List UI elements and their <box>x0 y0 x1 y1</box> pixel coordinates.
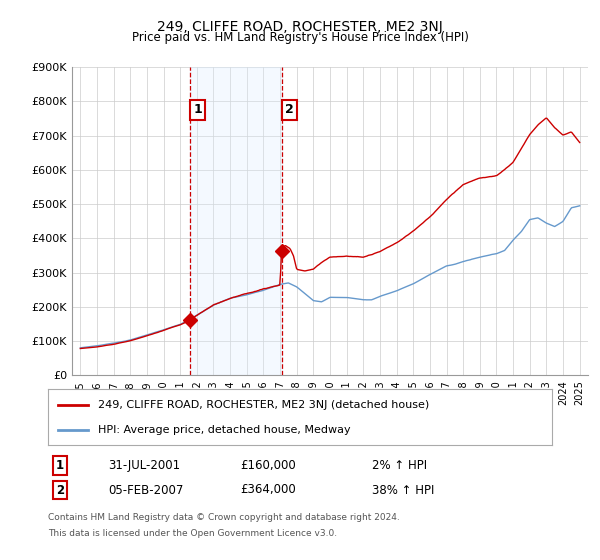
Text: £364,000: £364,000 <box>240 483 296 497</box>
Text: HPI: Average price, detached house, Medway: HPI: Average price, detached house, Medw… <box>98 424 351 435</box>
Text: 249, CLIFFE ROAD, ROCHESTER, ME2 3NJ (detached house): 249, CLIFFE ROAD, ROCHESTER, ME2 3NJ (de… <box>98 400 430 410</box>
Text: 249, CLIFFE ROAD, ROCHESTER, ME2 3NJ: 249, CLIFFE ROAD, ROCHESTER, ME2 3NJ <box>157 20 443 34</box>
Text: 2: 2 <box>56 483 64 497</box>
Text: 2% ↑ HPI: 2% ↑ HPI <box>372 459 427 473</box>
Text: 31-JUL-2001: 31-JUL-2001 <box>108 459 180 473</box>
Text: 05-FEB-2007: 05-FEB-2007 <box>108 483 184 497</box>
Text: Price paid vs. HM Land Registry's House Price Index (HPI): Price paid vs. HM Land Registry's House … <box>131 31 469 44</box>
Bar <box>190 67 281 375</box>
Text: £160,000: £160,000 <box>240 459 296 473</box>
Text: 38% ↑ HPI: 38% ↑ HPI <box>372 483 434 497</box>
Text: This data is licensed under the Open Government Licence v3.0.: This data is licensed under the Open Gov… <box>48 529 337 538</box>
Text: 1: 1 <box>56 459 64 473</box>
Text: 1: 1 <box>193 104 202 116</box>
Text: 2: 2 <box>285 104 293 116</box>
Text: Contains HM Land Registry data © Crown copyright and database right 2024.: Contains HM Land Registry data © Crown c… <box>48 514 400 522</box>
